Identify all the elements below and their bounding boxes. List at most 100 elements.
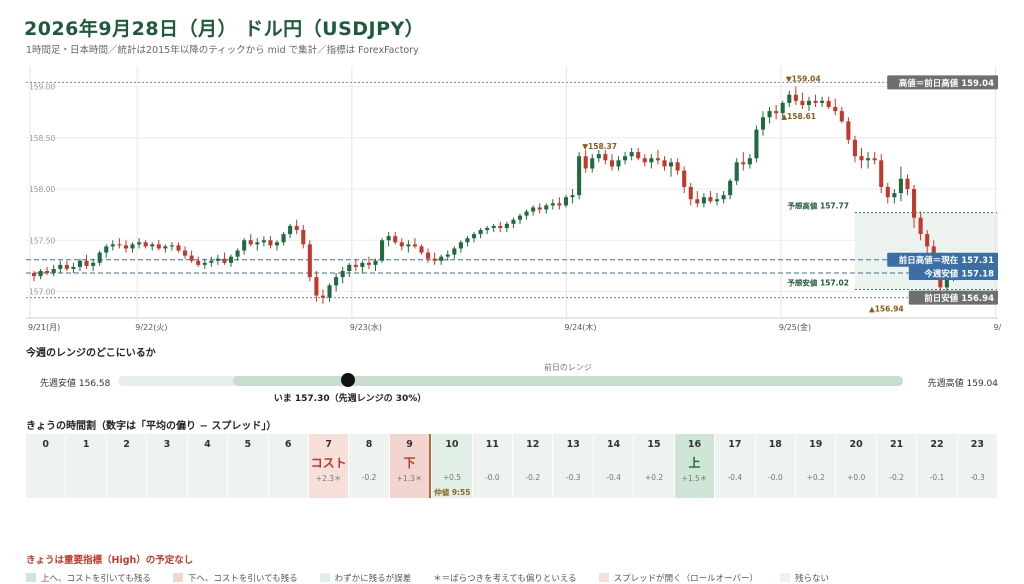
annotation-low: ▲156.94 [869, 305, 904, 314]
candle-body [215, 258, 220, 261]
candle-body [793, 94, 798, 101]
candle-body [695, 199, 700, 204]
candle-body [419, 246, 424, 253]
candle-body [531, 207, 536, 212]
candle-body [629, 152, 634, 157]
candle-body [380, 240, 385, 261]
hour-number: 10 [445, 439, 459, 450]
legend-swatch [26, 573, 36, 582]
candle-body [925, 234, 930, 247]
hour-bias-value: -0.0 [485, 473, 500, 482]
candle-body [399, 242, 404, 247]
candle-body [393, 236, 398, 243]
weekly-range: 先週安値 156.58 前日のレンジ いま 157.30（先週レンジの 30%）… [26, 362, 998, 410]
hour-bias-value: +0.5 [442, 473, 462, 482]
level-badge [908, 290, 998, 305]
hour-bias-value: +0.2 [806, 473, 825, 482]
candle-body [386, 236, 391, 241]
candle-body [866, 158, 871, 161]
hour-cell-23: 23 -0.3 [957, 434, 998, 498]
candle-body [872, 158, 877, 161]
x-tick-label: 9/25(金) [779, 322, 811, 332]
hour-number: 6 [284, 439, 292, 450]
hour-cell-8: 8 -0.2 [349, 434, 389, 498]
page-subtitle: 1時間足・日本時間／統計は2015年以降のティックから mid で集計／指標は … [26, 45, 419, 56]
hour-number: 14 [607, 439, 621, 450]
hour-number: 19 [809, 439, 823, 450]
candle-body [609, 160, 614, 167]
candle-body [498, 225, 503, 228]
candle-body [550, 203, 555, 206]
hour-bias-label: コスト [310, 456, 347, 470]
candle-body [77, 260, 83, 267]
candle-body [813, 100, 818, 103]
candle-body [242, 240, 247, 251]
level-badge [908, 266, 998, 281]
candle-body [64, 264, 69, 269]
x-tick-label: 9/23(水) [350, 322, 382, 332]
candle-body [767, 111, 772, 118]
candle-body [721, 195, 726, 200]
legend-item: 下へ、コストを引いても残る [172, 571, 298, 584]
candle-body [452, 248, 457, 255]
candle-body [826, 100, 831, 107]
hour-bias-value: -0.2 [361, 473, 377, 482]
hour-number: 13 [566, 439, 580, 450]
candle-body [642, 158, 647, 163]
hour-bias-label: 下 [403, 456, 416, 470]
hour-cell-1: 1 [66, 434, 106, 498]
current-position-marker [340, 373, 355, 387]
timetable-heading: きょうの時間割（数字は「平均の偏り − スプレッド」） [26, 421, 277, 432]
candle-body [563, 197, 569, 206]
hour-number: 0 [42, 439, 50, 450]
legend-label: わずかに残るが誤差 [334, 573, 412, 584]
candle-body [734, 162, 739, 181]
hour-bias-value: -0.2 [889, 473, 904, 482]
candle-body [130, 244, 135, 249]
hour-number: 12 [526, 439, 540, 450]
hour-cell-10: 10 +0.5 仲値 9:55 [432, 434, 472, 498]
legend-swatch [780, 573, 790, 582]
candle-body [84, 260, 89, 266]
candle-body [445, 254, 450, 257]
candle-body [820, 100, 825, 103]
hour-bias-value: -0.0 [767, 473, 783, 482]
y-tick-label: 157.00 [29, 288, 55, 297]
candle-body [123, 245, 128, 249]
hour-number: 2 [123, 439, 130, 450]
candle-body [51, 268, 56, 274]
candle-body [150, 244, 155, 247]
candle-body [366, 262, 371, 265]
candle-body [255, 242, 260, 245]
candle-body [169, 245, 174, 247]
hour-bias-value: -0.4 [606, 473, 621, 482]
candle-body [478, 230, 483, 235]
hour-bias-value: +2.3＊ [315, 474, 342, 483]
candle-body [603, 154, 608, 161]
hour-bias-value: +1.5＊ [681, 474, 708, 483]
candle-body [458, 242, 463, 249]
candle-body [800, 100, 805, 105]
page-title: 2026年9月28日（月） ドル円（USDJPY） [24, 18, 425, 40]
candle-body [202, 262, 207, 265]
hour-number: 3 [163, 439, 171, 450]
level-badge-label: 前日高値＝現在 157.31 [899, 255, 994, 266]
candle-body [235, 250, 240, 257]
candle-body [294, 225, 299, 230]
candle-body [649, 158, 654, 163]
candle-body [833, 107, 838, 112]
candle-body [517, 215, 523, 220]
candle-body [334, 277, 339, 286]
hour-number: 9 [406, 439, 413, 450]
candle-body [412, 244, 417, 247]
candle-body [504, 223, 509, 228]
y-tick-label: 158.00 [29, 185, 55, 194]
hour-number: 20 [849, 439, 863, 450]
hour-cell-18: 18 -0.0 [755, 434, 796, 498]
candle-body [787, 94, 792, 103]
hour-bias-value: -0.2 [525, 473, 541, 482]
candle-body [780, 102, 785, 114]
legend-label: 下へ、コストを引いても残る [187, 573, 298, 584]
candle-body [360, 262, 365, 267]
candle-body [117, 244, 122, 246]
